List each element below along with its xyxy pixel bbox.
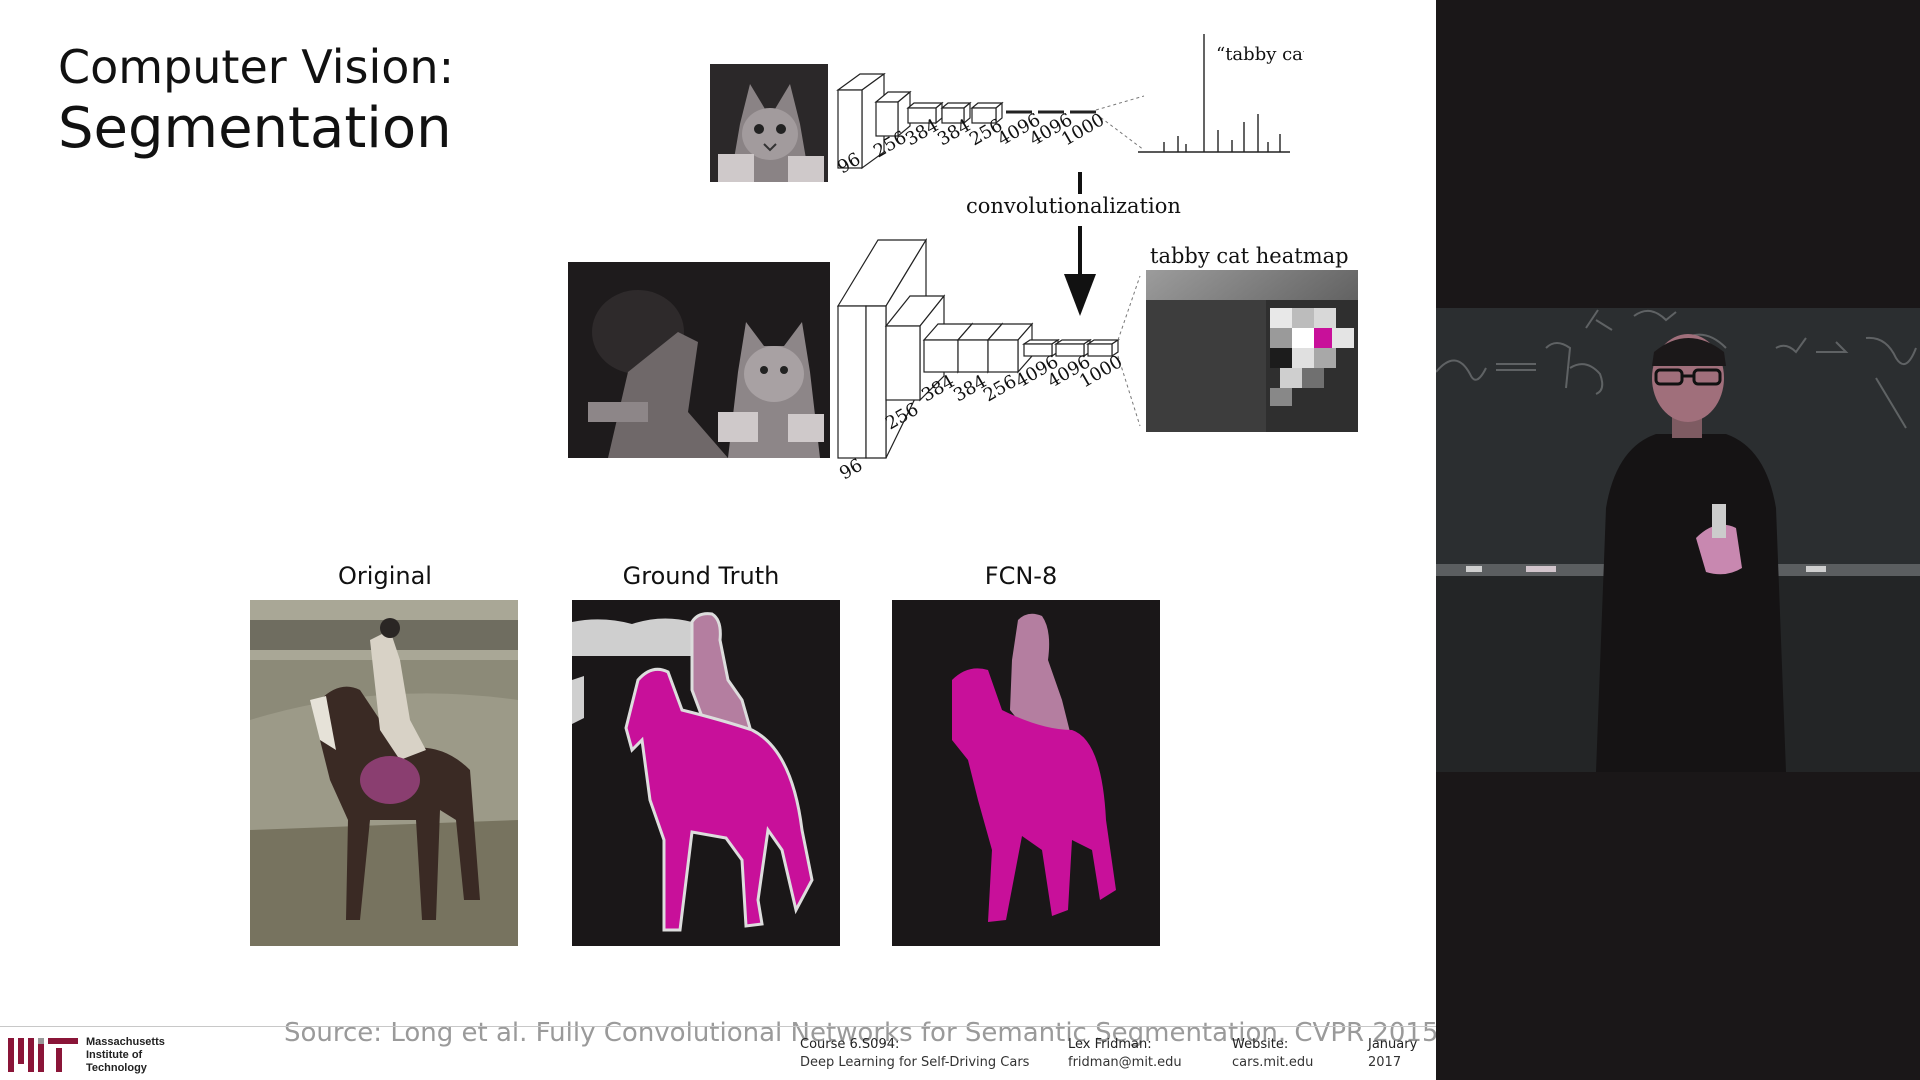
cat-dog-image	[568, 262, 830, 458]
footer-divider	[0, 1026, 1436, 1027]
footer-date-year: 2017	[1368, 1055, 1402, 1070]
convolutionalization-arrow	[1064, 172, 1096, 316]
source-citation: Source: Long et al. Fully Convolutional …	[284, 1018, 1436, 1048]
slide: Computer Vision: Segmentation	[0, 0, 1436, 1080]
footer-date: January 2017	[1368, 1036, 1417, 1072]
mit-wordmark: Massachusetts Institute of Technology	[86, 1036, 165, 1075]
tabby-cat-output-label: “tabby cat”	[1216, 44, 1304, 65]
caption-original: Original	[338, 562, 432, 590]
footer-website: Website: cars.mit.edu	[1232, 1036, 1313, 1072]
caption-fcn-8: FCN-8	[984, 562, 1058, 590]
mit-line-3: Technology	[86, 1062, 147, 1074]
mit-line-1: Massachusetts	[86, 1036, 165, 1048]
lecturer-video	[1436, 308, 1920, 772]
convolutionalization-label: convolutionalization	[966, 194, 1181, 218]
footer-author-email: fridman@mit.edu	[1068, 1055, 1182, 1070]
ground-truth-segmentation	[572, 600, 840, 946]
bottom-network-diagram: 96 256 384 384 256 4096 4096 1000	[836, 237, 1141, 485]
heatmap-label: tabby cat heatmap	[1150, 244, 1349, 268]
slide-footer: Massachusetts Institute of Technology Co…	[0, 1030, 1436, 1080]
top-network-diagram: 96 256 384 384 256 4096 4096 1000 “tabby…	[834, 34, 1304, 178]
footer-course-head: Course 6.S094:	[800, 1037, 900, 1052]
footer-website-head: Website:	[1232, 1037, 1289, 1052]
footer-course: Course 6.S094: Deep Learning for Self-Dr…	[800, 1036, 1029, 1072]
title-line-2: Segmentation	[58, 96, 452, 162]
tabby-cat-heatmap	[1146, 270, 1358, 432]
footer-website-url: cars.mit.edu	[1232, 1055, 1314, 1070]
mit-line-2: Institute of	[86, 1049, 143, 1061]
original-horse-image	[250, 600, 518, 946]
footer-author-head: Lex Fridman:	[1068, 1037, 1152, 1052]
footer-course-name: Deep Learning for Self-Driving Cars	[800, 1055, 1030, 1070]
caption-ground-truth: Ground Truth	[622, 562, 780, 590]
footer-author: Lex Fridman: fridman@mit.edu	[1068, 1036, 1182, 1072]
fcn-8-segmentation	[892, 600, 1160, 946]
title-line-1: Computer Vision:	[58, 40, 455, 94]
mit-logo	[8, 1038, 78, 1072]
bottom-net-label-96: 96	[836, 455, 866, 485]
slide-title: Computer Vision: Segmentation	[58, 40, 454, 162]
footer-date-month: January	[1368, 1037, 1418, 1052]
cat-image-small	[710, 64, 828, 182]
